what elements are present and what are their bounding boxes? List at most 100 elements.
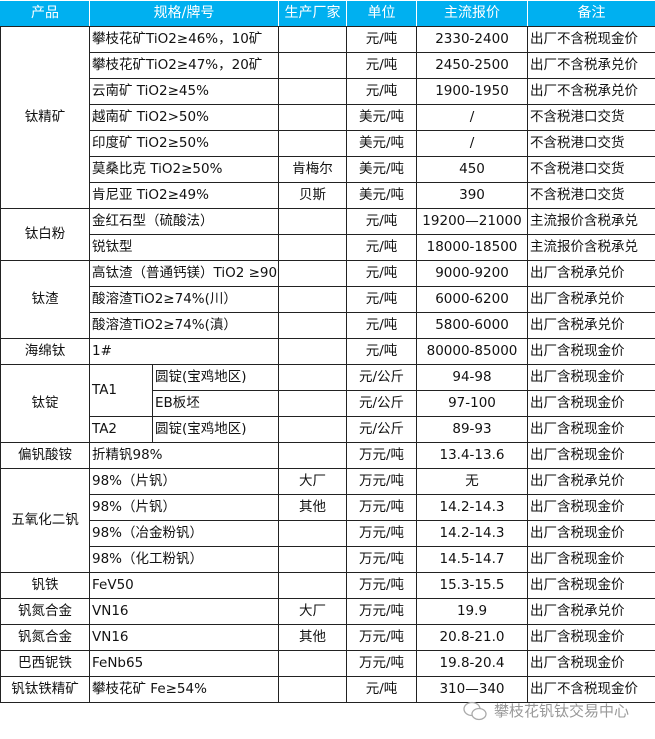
note-cell: 出厂含税现金价 bbox=[527, 624, 655, 651]
table-row: 云南矿 TiO2≥45% 元/吨 1900-1950 出厂不含税承兑价 bbox=[1, 78, 655, 105]
maker-cell: 大厂 bbox=[278, 468, 347, 495]
product-cell: 钛渣 bbox=[0, 260, 90, 339]
unit-cell: 元/公斤 bbox=[346, 416, 417, 443]
note-cell: 不含税港口交货 bbox=[527, 104, 655, 131]
note-cell: 出厂不含税承兑价 bbox=[527, 78, 655, 105]
unit-cell: 元/吨 bbox=[346, 260, 417, 287]
table-row: 越南矿 TiO2>50% 美元/吨 / 不含税港口交货 bbox=[1, 104, 655, 131]
table-row: 酸溶渣TiO2≥74%(川） 元/吨 6000-6200 出厂含税承兑价 bbox=[1, 286, 655, 313]
spec-cell: VN16 bbox=[89, 624, 279, 651]
spec-cell: 98%（片钒） bbox=[89, 494, 279, 521]
unit-cell: 万元/吨 bbox=[346, 598, 417, 625]
note-cell: 不含税港口交货 bbox=[527, 130, 655, 157]
unit-cell: 万元/吨 bbox=[346, 572, 417, 599]
price-cell: / bbox=[416, 104, 528, 131]
unit-cell: 元/公斤 bbox=[346, 390, 417, 417]
note-cell: 出厂含税承兑价 bbox=[527, 286, 655, 313]
header-product: 产品 bbox=[0, 0, 90, 27]
note-cell: 出厂含税现金价 bbox=[527, 442, 655, 469]
maker-cell bbox=[278, 234, 347, 261]
unit-cell: 万元/吨 bbox=[346, 650, 417, 677]
spec-cell: 酸溶渣TiO2≥74%(川） bbox=[89, 286, 279, 313]
maker-cell bbox=[278, 520, 347, 547]
header-note: 备注 bbox=[527, 0, 655, 27]
note-cell: 出厂含税现金价 bbox=[527, 494, 655, 521]
spec-cell: FeNb65 bbox=[89, 650, 279, 677]
unit-cell: 美元/吨 bbox=[346, 156, 417, 183]
maker-cell bbox=[278, 130, 347, 157]
table-row: 钛白粉 金红石型（硫酸法） 元/吨 19200—21000 主流报价含税承兑 bbox=[0, 208, 655, 261]
table-row: TA2 圆锭(宝鸡地区) 元/公斤 89-93 出厂含税现金价 bbox=[1, 416, 655, 443]
unit-cell: 元/吨 bbox=[346, 286, 417, 313]
spec-cell: 印度矿 TiO2≥50% bbox=[89, 130, 279, 157]
spec-cell: 高钛渣（普通钙镁）TiO2 ≥90% bbox=[89, 260, 279, 287]
unit-cell: 万元/吨 bbox=[346, 546, 417, 573]
price-cell: 20.8-21.0 bbox=[416, 624, 528, 651]
unit-cell: 美元/吨 bbox=[346, 104, 417, 131]
table-row: 98%（片钒） 其他 万元/吨 14.2-14.3 出厂含税现金价 bbox=[1, 494, 655, 521]
price-cell: 19.9 bbox=[416, 598, 528, 625]
price-cell: 19200—21000 bbox=[416, 208, 528, 235]
note-cell: 出厂不含税现金价 bbox=[527, 26, 655, 53]
spec-cell: 云南矿 TiO2≥45% bbox=[89, 78, 279, 105]
unit-cell: 元/吨 bbox=[346, 338, 417, 365]
unit-cell: 元/吨 bbox=[346, 52, 417, 79]
unit-cell: 元/公斤 bbox=[346, 364, 417, 391]
price-cell: 97-100 bbox=[416, 390, 528, 417]
spec-cell: 攀枝花矿TiO2≥46%，10矿 bbox=[89, 26, 279, 53]
spec-cell: 越南矿 TiO2>50% bbox=[89, 104, 279, 131]
spec-cell: EB板坯 bbox=[152, 390, 279, 417]
spec-cell: FeV50 bbox=[89, 572, 279, 599]
product-cell: 钒钛铁精矿 bbox=[0, 676, 90, 703]
spec-cell: 圆锭(宝鸡地区) bbox=[152, 364, 279, 391]
table-row: 肯尼亚 TiO2≥49% 贝斯 美元/吨 390 不含税港口交货 bbox=[1, 182, 655, 209]
spec-cell: 酸溶渣TiO2≥74%(滇） bbox=[89, 312, 279, 339]
spec-cell: VN16 bbox=[89, 598, 279, 625]
watermark-text: 攀枝花钒钛交易中心 bbox=[494, 702, 630, 720]
spec-cell: 莫桑比克 TiO2≥50% bbox=[89, 156, 279, 183]
unit-cell: 元/吨 bbox=[346, 208, 417, 235]
product-cell: 海绵钛 bbox=[0, 338, 90, 365]
unit-cell: 元/吨 bbox=[346, 26, 417, 53]
price-cell: 450 bbox=[416, 156, 528, 183]
price-cell: 94-98 bbox=[416, 364, 528, 391]
note-cell: 出厂含税现金价 bbox=[527, 572, 655, 599]
note-cell: 出厂含税现金价 bbox=[527, 546, 655, 573]
note-cell: 出厂不含税现金价 bbox=[527, 676, 655, 703]
price-cell: 390 bbox=[416, 182, 528, 209]
price-cell: 89-93 bbox=[416, 416, 528, 443]
unit-cell: 万元/吨 bbox=[346, 624, 417, 651]
note-cell: 不含税港口交货 bbox=[527, 182, 655, 209]
maker-cell bbox=[278, 312, 347, 339]
maker-cell bbox=[278, 26, 347, 53]
price-cell: 5800-6000 bbox=[416, 312, 528, 339]
unit-cell: 元/吨 bbox=[346, 234, 417, 261]
spec-cell: 金红石型（硫酸法） bbox=[89, 208, 279, 235]
note-cell: 出厂含税现金价 bbox=[527, 416, 655, 443]
spec-cell: 98%（化工粉钒） bbox=[89, 546, 279, 573]
table-row: 钒铁 FeV50 万元/吨 15.3-15.5 出厂含税现金价 bbox=[0, 572, 655, 599]
header-row: 产品 规格/牌号 生产厂家 单位 主流报价 备注 bbox=[0, 0, 655, 27]
table-row: 钒钛铁精矿 攀枝花矿 Fe≥54% 元/吨 310—340 出厂不含税现金价 bbox=[0, 676, 655, 703]
price-cell: 6000-6200 bbox=[416, 286, 528, 313]
price-cell: 14.5-14.7 bbox=[416, 546, 528, 573]
table-row: 酸溶渣TiO2≥74%(滇） 元/吨 5800-6000 出厂含税承兑价 bbox=[1, 312, 655, 339]
maker-cell: 肯梅尔 bbox=[278, 156, 347, 183]
maker-cell bbox=[278, 416, 347, 443]
maker-cell bbox=[278, 104, 347, 131]
grade-cell: TA1 bbox=[89, 364, 153, 417]
spec-cell: 98%（片钒） bbox=[89, 468, 279, 495]
table-row: 钒氮合金 VN16 其他 万元/吨 20.8-21.0 出厂含税现金价 bbox=[0, 624, 655, 651]
header-price: 主流报价 bbox=[416, 0, 528, 27]
unit-cell: 元/吨 bbox=[346, 676, 417, 703]
table-row: 五氧化二钒 98%（片钒） 大厂 万元/吨无出厂含税承兑价 bbox=[0, 468, 655, 573]
spec-cell: 攀枝花矿TiO2≥47%，20矿 bbox=[89, 52, 279, 79]
unit-cell: 万元/吨 bbox=[346, 442, 417, 469]
maker-cell: 贝斯 bbox=[278, 182, 347, 209]
header-spec: 规格/牌号 bbox=[89, 0, 279, 27]
unit-cell: 元/吨 bbox=[346, 78, 417, 105]
maker-cell: 其他 bbox=[278, 494, 347, 521]
note-cell: 出厂含税现金价 bbox=[527, 390, 655, 417]
maker-cell bbox=[278, 442, 347, 469]
note-cell: 出厂含税承兑价 bbox=[527, 468, 655, 495]
